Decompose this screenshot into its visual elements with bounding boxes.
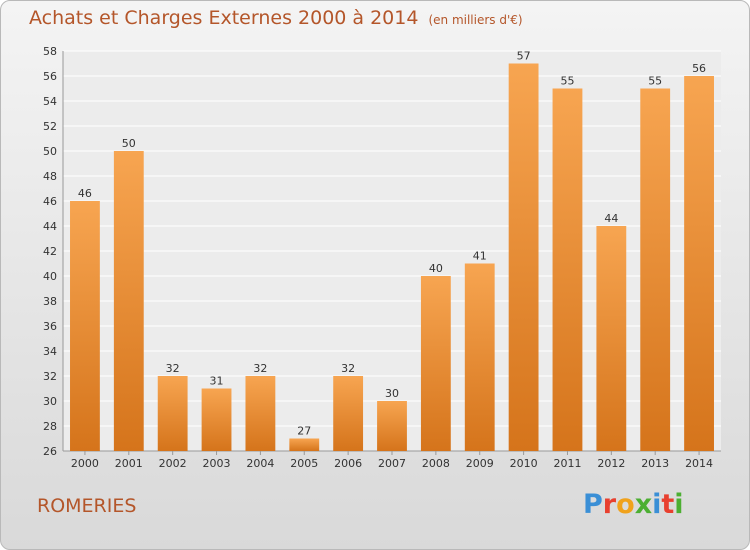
y-tick-label: 30	[43, 395, 57, 408]
x-tick-label: 2007	[378, 457, 406, 470]
y-tick-label: 48	[43, 170, 57, 183]
x-tick-label: 2014	[685, 457, 713, 470]
y-tick-label: 46	[43, 195, 57, 208]
bar-value-label: 44	[604, 212, 618, 225]
bar	[420, 276, 451, 451]
bar	[464, 263, 495, 451]
y-tick-label: 44	[43, 220, 57, 233]
y-tick-label: 34	[43, 345, 57, 358]
y-tick-label: 52	[43, 120, 57, 133]
bar	[245, 376, 276, 451]
logo-letter: i	[674, 489, 684, 520]
bar-value-label: 32	[166, 362, 180, 375]
x-tick-label: 2002	[159, 457, 187, 470]
bar-value-label: 46	[78, 187, 92, 200]
bar	[289, 438, 320, 451]
bar	[333, 376, 364, 451]
logo-letter: r	[602, 489, 617, 520]
x-tick-label: 2005	[290, 457, 318, 470]
y-tick-label: 28	[43, 420, 57, 433]
x-tick-label: 2011	[553, 457, 581, 470]
x-tick-label: 2012	[597, 457, 625, 470]
bar-value-label: 32	[341, 362, 355, 375]
bar-value-label: 30	[385, 387, 399, 400]
bar-value-label: 27	[297, 425, 311, 438]
bar-value-label: 56	[692, 62, 706, 75]
x-tick-label: 2000	[71, 457, 99, 470]
x-tick-label: 2003	[203, 457, 231, 470]
bar	[508, 63, 539, 451]
bar-value-label: 32	[253, 362, 267, 375]
chart-subtitle: (en milliers d'€)	[428, 13, 523, 27]
bar-value-label: 55	[648, 75, 662, 88]
bar	[70, 201, 100, 451]
y-tick-label: 40	[43, 270, 57, 283]
x-tick-label: 2008	[422, 457, 450, 470]
bar-value-label: 50	[122, 137, 136, 150]
x-tick-label: 2013	[641, 457, 669, 470]
y-tick-label: 50	[43, 145, 57, 158]
bar-value-label: 57	[517, 50, 531, 63]
x-tick-label: 2006	[334, 457, 362, 470]
bar-value-label: 31	[210, 375, 224, 388]
logo-letter: x	[634, 489, 653, 520]
y-tick-label: 58	[43, 45, 57, 58]
y-tick-label: 36	[43, 320, 57, 333]
proxiti-logo: Proxiti	[583, 489, 684, 520]
x-tick-label: 2009	[466, 457, 494, 470]
bar	[552, 88, 583, 451]
bar-value-label: 40	[429, 262, 443, 275]
chart-title: Achats et Charges Externes 2000 à 2014 (e…	[29, 7, 523, 29]
y-tick-label: 54	[43, 95, 57, 108]
y-tick-label: 32	[43, 370, 57, 383]
y-tick-label: 26	[43, 445, 57, 458]
y-tick-label: 42	[43, 245, 57, 258]
bar	[157, 376, 188, 451]
logo-letter: i	[652, 489, 662, 520]
bar	[640, 88, 671, 451]
y-tick-label: 56	[43, 70, 57, 83]
logo-letter: P	[583, 489, 603, 520]
bar	[201, 388, 232, 451]
logo-letter: o	[616, 489, 635, 520]
x-tick-label: 2010	[510, 457, 538, 470]
bar-value-label: 55	[560, 75, 574, 88]
x-tick-label: 2001	[115, 457, 143, 470]
logo-letter: t	[661, 489, 675, 520]
commune-name: ROMERIES	[37, 495, 137, 517]
bar	[113, 151, 144, 451]
bar	[377, 401, 407, 451]
y-tick-label: 38	[43, 295, 57, 308]
x-tick-label: 2004	[246, 457, 274, 470]
bar	[684, 76, 714, 451]
bar	[596, 226, 627, 451]
bar-value-label: 41	[473, 250, 487, 263]
